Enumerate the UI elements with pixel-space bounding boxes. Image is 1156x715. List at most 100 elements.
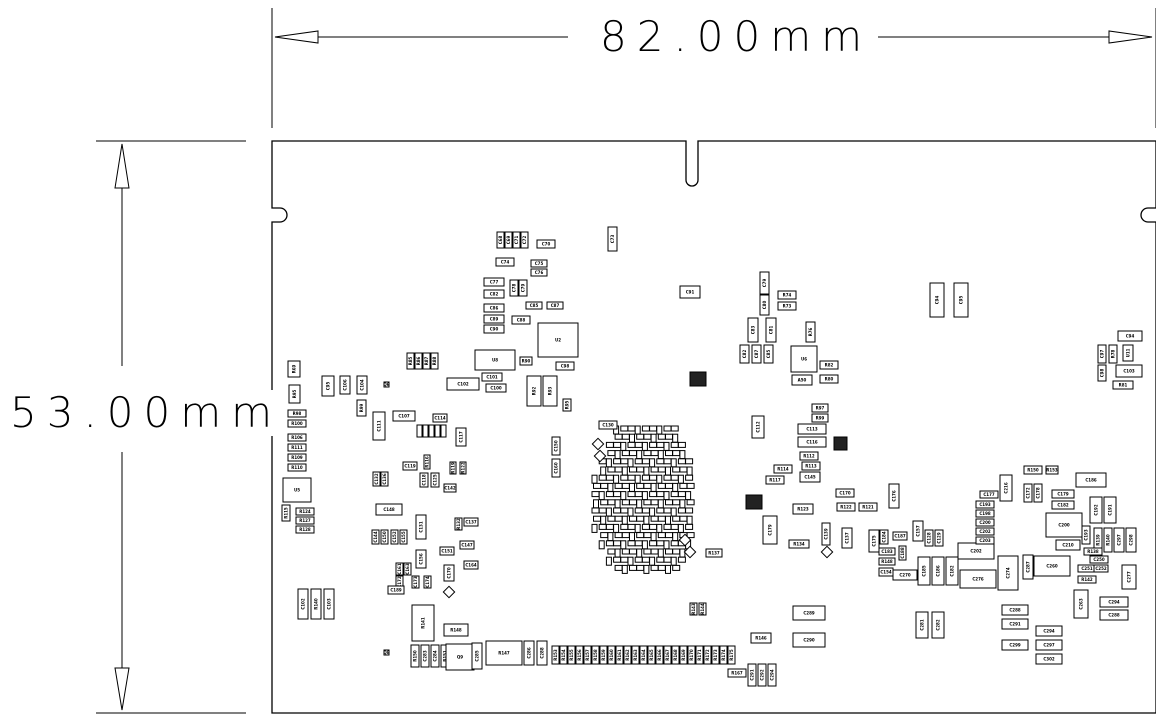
component-label: C82: [742, 350, 747, 359]
cluster-component-c199: [679, 450, 686, 460]
cluster-component-c365: [634, 556, 643, 563]
cluster-component-c164: [641, 425, 650, 432]
cluster-component-c270: [607, 499, 616, 506]
height-arrow-bottom: [114, 667, 130, 711]
component-c173: C173: [411, 575, 420, 589]
component-label: C150: [382, 531, 387, 543]
component-label: C292: [760, 669, 765, 681]
component-label: C74: [501, 260, 510, 265]
component-label: R150: [1027, 468, 1039, 473]
component-label: R115: [284, 507, 289, 519]
cluster-component-c308: [679, 515, 688, 522]
component-label: C114: [434, 416, 446, 421]
component-label: C130: [602, 423, 614, 428]
component-c139: C139: [821, 522, 831, 546]
cluster-component-c371: [677, 556, 686, 563]
component-label: C76: [535, 270, 544, 275]
cluster-component-c229: [613, 474, 620, 484]
cluster-component-c343: [641, 540, 648, 550]
cluster-component-c305: [657, 515, 666, 522]
component-label: R92: [532, 386, 537, 395]
cluster-component-c237: [670, 474, 679, 481]
component-r141: R141: [411, 604, 435, 642]
cluster-component-c169: [614, 433, 623, 440]
component-label: R148: [450, 628, 462, 633]
board-outline: [271, 140, 1156, 714]
component-label: R151: [443, 650, 448, 662]
cluster-component-c380: [672, 564, 681, 571]
cluster-component-c171: [629, 433, 635, 443]
height-dimension: [96, 140, 246, 714]
cluster-component-c190: [614, 450, 621, 460]
component-label: C163: [405, 563, 410, 575]
component-label: C299: [1009, 643, 1021, 648]
cluster-component-c361: [605, 556, 612, 566]
component-r114: R114: [773, 464, 793, 474]
cluster-component-c196: [657, 450, 664, 460]
cluster-component-c184: [649, 441, 658, 448]
cluster-component-c211: [677, 458, 686, 465]
component-label: C101: [486, 375, 498, 380]
component-label: R153: [553, 649, 558, 661]
component-c102: C102: [297, 588, 309, 620]
component-r122: R122: [459, 461, 467, 475]
component-label: C152: [392, 531, 397, 543]
cluster-component-c295: [685, 507, 694, 514]
component-label: C98: [1100, 369, 1105, 378]
cluster-component-c162: [627, 425, 636, 432]
cluster-component-c276: [650, 499, 659, 506]
cluster-component-c212: [685, 458, 694, 465]
component-r127: R127: [295, 516, 315, 525]
component-label: R144: [700, 603, 705, 615]
cluster-component-c265: [670, 491, 679, 498]
component-r134: R134: [788, 539, 810, 549]
component-r146: R146: [750, 632, 772, 644]
component-r132: R132: [454, 517, 463, 531]
component-c193: C193: [1081, 525, 1091, 545]
component-label: R111: [291, 445, 303, 450]
component-c94: C94: [1117, 330, 1143, 342]
component-pad-72: [422, 424, 429, 438]
component-label: C131: [419, 521, 424, 533]
component-label: U6: [801, 357, 807, 362]
cluster-component-c312: [605, 523, 614, 530]
component-r174: R174: [719, 645, 728, 665]
cluster-component-c248: [650, 482, 657, 492]
component-label: C287: [1026, 561, 1031, 573]
component-label: C95: [959, 296, 964, 305]
component-c77: C77: [483, 277, 505, 287]
cluster-component-c334: [672, 532, 679, 542]
component-c298: C298: [1125, 527, 1137, 553]
cluster-component-c163: [634, 425, 641, 435]
width-arrow-right: [1108, 30, 1153, 44]
component-label: R167: [665, 649, 670, 661]
component-c286: C286: [523, 640, 535, 666]
component-label: C128: [927, 532, 932, 544]
component-c98: C98: [1097, 364, 1107, 382]
component-c106: C106: [339, 375, 351, 395]
cluster-component-c357: [657, 548, 664, 558]
component-r167: R167: [727, 668, 747, 678]
cluster-component-c284: [605, 507, 612, 517]
component-label: C90: [490, 327, 499, 332]
component-label: C270: [899, 573, 911, 578]
component-label: C83: [751, 326, 756, 335]
component-label: C71: [514, 236, 519, 245]
component-label: R169: [681, 649, 686, 661]
component-r162: R162: [623, 645, 632, 665]
component-r150: R150: [410, 644, 420, 668]
component-label: R134: [793, 542, 805, 547]
component-c82: C82: [483, 289, 505, 299]
component-c148: C148: [375, 503, 403, 516]
cluster-component-c291: [656, 507, 665, 514]
cluster-component-c170: [621, 433, 630, 440]
component-c170: C170: [835, 488, 855, 498]
component-r158: R158: [591, 645, 600, 665]
cluster-component-c183: [641, 441, 648, 451]
component-c82: C82: [739, 344, 750, 364]
cluster-component-c330: [643, 532, 652, 539]
component-label: C81: [769, 326, 774, 335]
component-label: C282: [936, 619, 941, 631]
component-label: C202: [970, 549, 982, 554]
